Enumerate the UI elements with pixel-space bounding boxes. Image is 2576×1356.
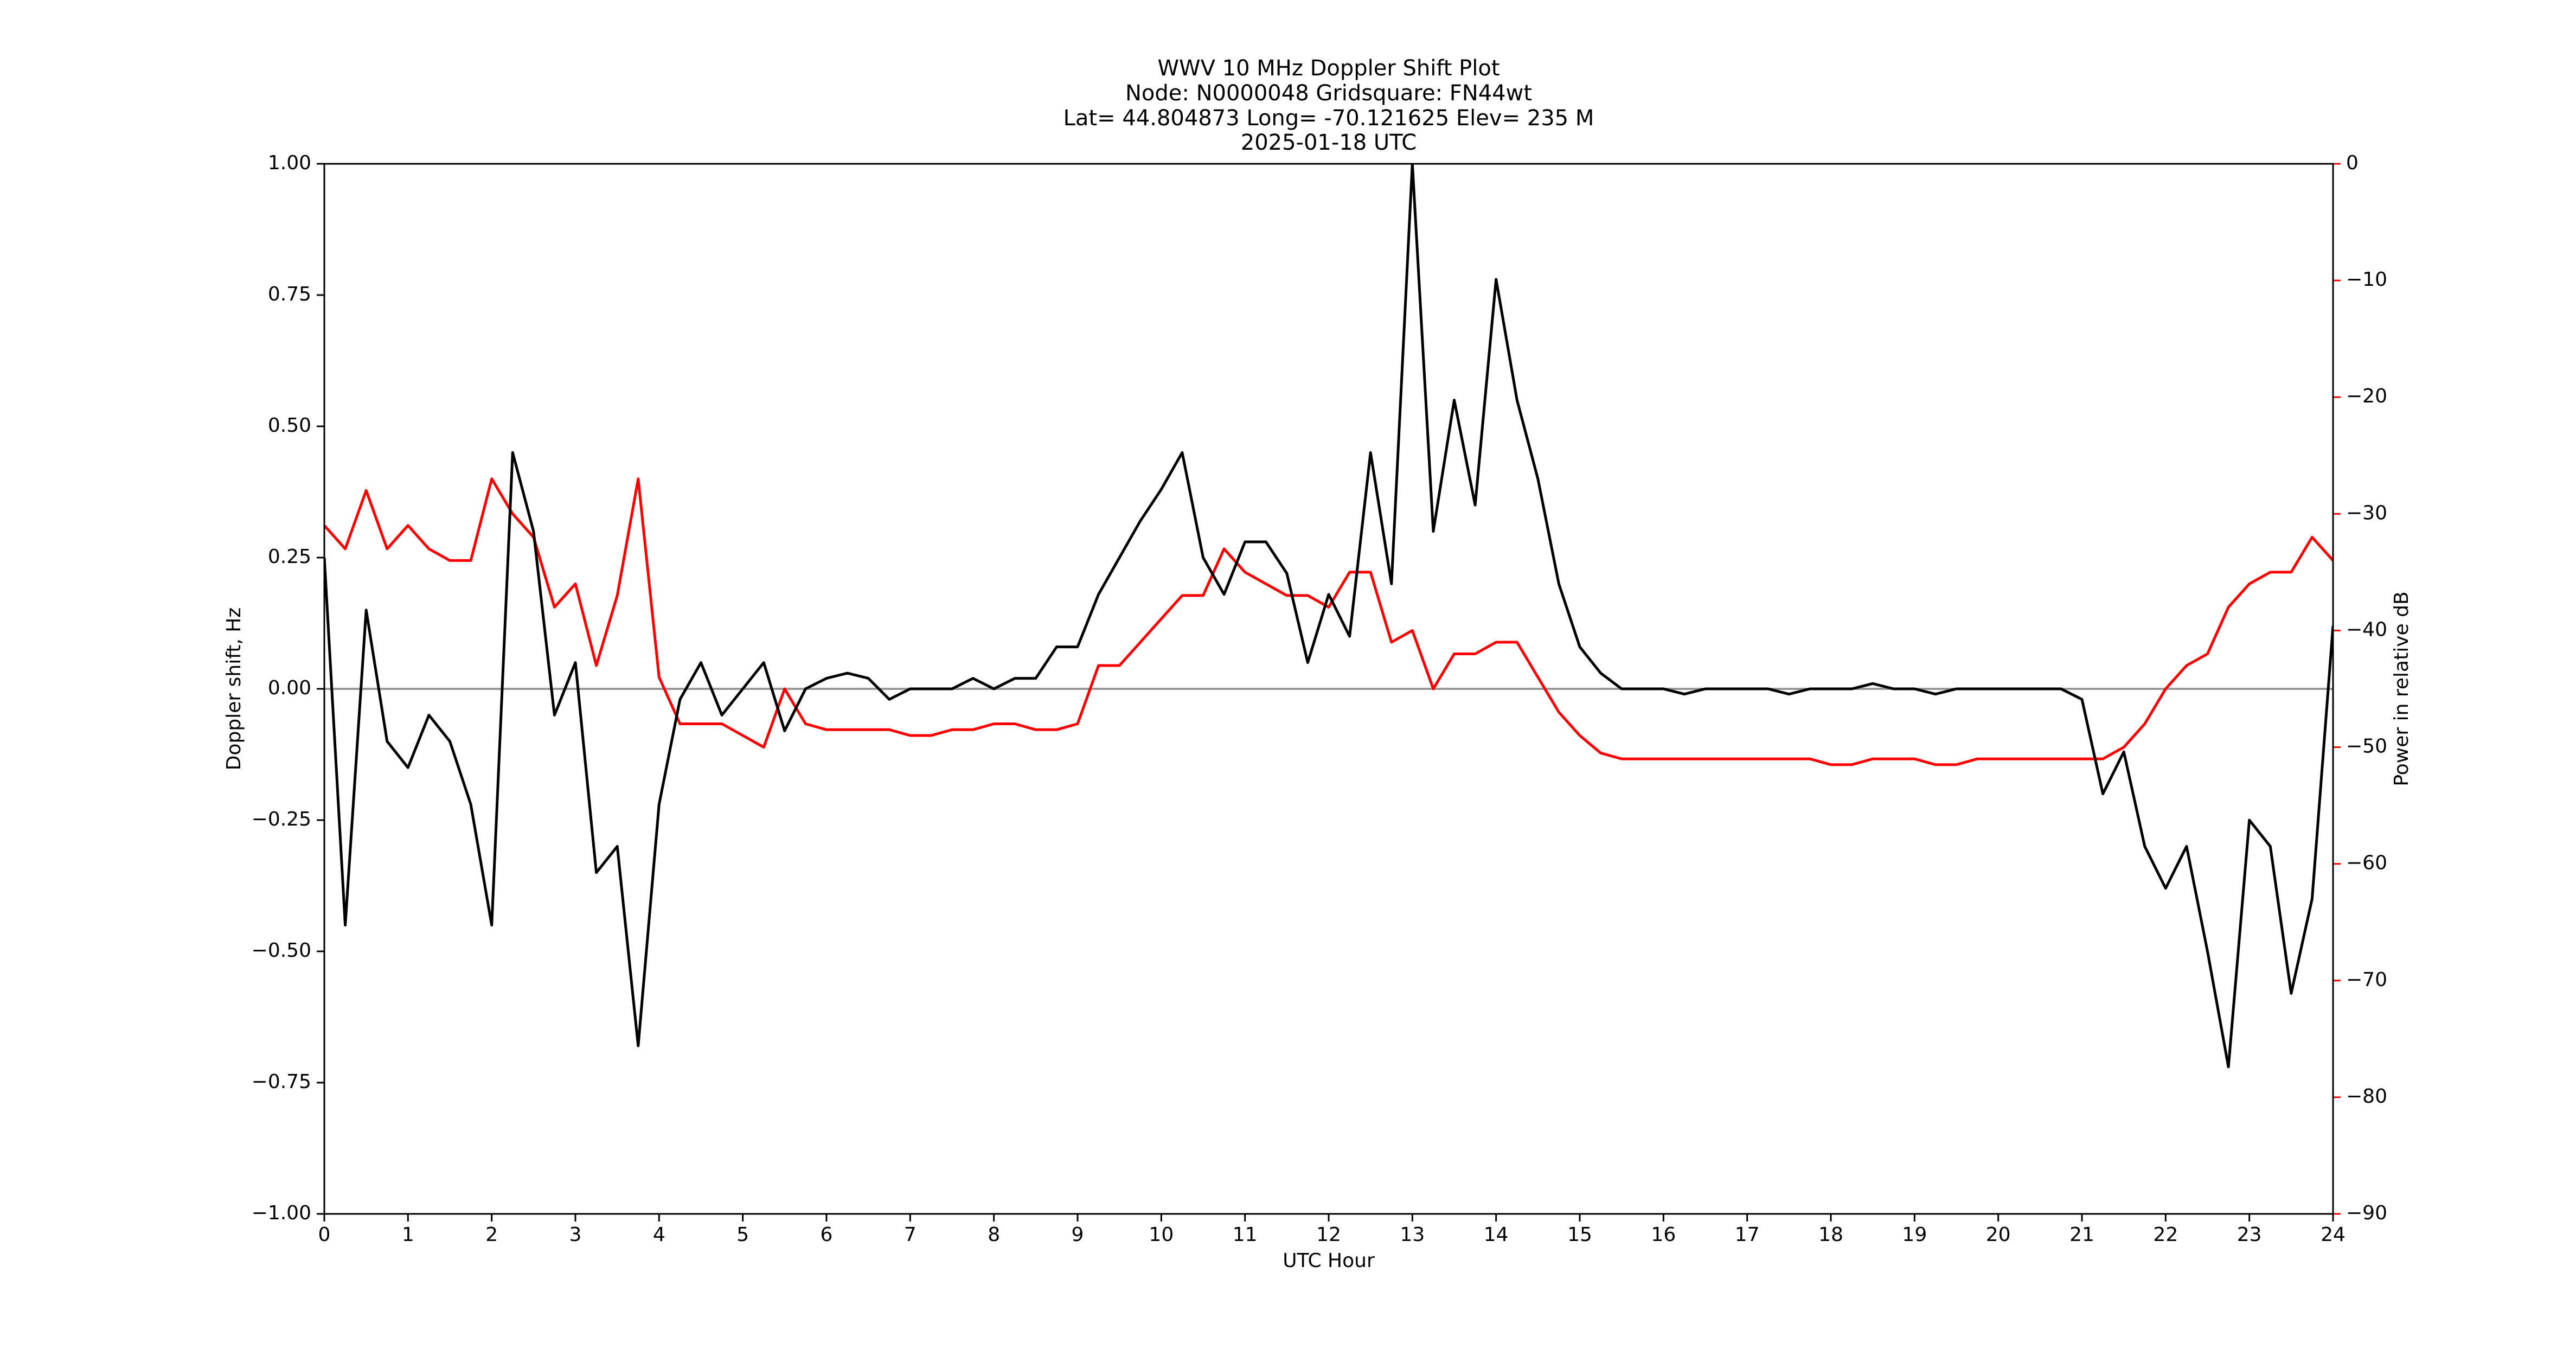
- x-tick-label: 2: [485, 1224, 498, 1246]
- y2-tick-label: −40: [2346, 618, 2387, 641]
- y-tick-label: −0.50: [252, 939, 311, 962]
- x-tick-label: 24: [2321, 1224, 2346, 1246]
- y2-tick-label: −30: [2346, 502, 2387, 524]
- x-tick-label: 8: [988, 1224, 1000, 1246]
- x-tick-label: 16: [1651, 1224, 1676, 1246]
- series-line: [324, 477, 2333, 766]
- x-tick-label: 7: [904, 1224, 917, 1246]
- x-tick-label: 1: [402, 1224, 414, 1246]
- x-tick-label: 19: [1902, 1224, 1927, 1246]
- y-tick-label: 0.00: [268, 677, 311, 699]
- y2-tick-label: −90: [2346, 1202, 2387, 1224]
- x-tick-label: 14: [1484, 1224, 1509, 1246]
- y2-tick-label: −70: [2346, 969, 2387, 991]
- y2-axis-label: Power in relative dB: [2391, 591, 2413, 786]
- x-tick-label: 21: [2069, 1224, 2094, 1246]
- x-axis-label: UTC Hour: [1283, 1250, 1375, 1272]
- y-tick-label: 1.00: [268, 152, 311, 174]
- plot-frame: [323, 163, 2334, 1215]
- title-line: Lat= 44.804873 Long= -70.121625 Elev= 23…: [1063, 106, 1594, 131]
- y-tick-label: −0.75: [252, 1071, 311, 1093]
- y2-tick-label: −10: [2346, 268, 2387, 291]
- y2-tick-label: −60: [2346, 852, 2387, 874]
- x-tick-label: 3: [569, 1224, 582, 1246]
- x-tick-label: 12: [1316, 1224, 1341, 1246]
- y-tick-label: 0.75: [268, 283, 311, 305]
- x-tick-label: 11: [1233, 1224, 1258, 1246]
- x-tick-label: 5: [736, 1224, 749, 1246]
- y-tick-label: 0.50: [268, 414, 311, 437]
- title-line: Node: N0000048 Gridsquare: FN44wt: [1125, 81, 1532, 106]
- series-line: [324, 164, 2333, 1069]
- y2-tick-label: −20: [2346, 385, 2387, 407]
- y-axis-label: Doppler shift, Hz: [223, 607, 245, 770]
- y2-tick-label: −50: [2346, 735, 2387, 758]
- x-tick-label: 10: [1149, 1224, 1174, 1246]
- x-tick-label: 13: [1400, 1224, 1425, 1246]
- x-tick-label: 18: [1818, 1224, 1843, 1246]
- y-tick-label: 0.25: [268, 546, 311, 568]
- y2-tick-label: 0: [2346, 152, 2359, 174]
- y-tick-label: −1.00: [252, 1202, 311, 1224]
- x-tick-label: 22: [2153, 1224, 2178, 1246]
- x-tick-label: 4: [653, 1224, 665, 1246]
- x-tick-label: 0: [318, 1224, 331, 1246]
- x-tick-label: 23: [2237, 1224, 2262, 1246]
- y2-tick-label: −80: [2346, 1085, 2387, 1108]
- x-tick-label: 9: [1072, 1224, 1084, 1246]
- y-tick-label: −0.25: [252, 808, 311, 830]
- x-tick-label: 15: [1567, 1224, 1592, 1246]
- title-line: WWV 10 MHz Doppler Shift Plot: [1157, 56, 1500, 81]
- title-line: 2025-01-18 UTC: [1241, 130, 1417, 155]
- x-tick-label: 6: [821, 1224, 833, 1246]
- x-tick-label: 17: [1735, 1224, 1760, 1246]
- x-tick-label: 20: [1986, 1224, 2011, 1246]
